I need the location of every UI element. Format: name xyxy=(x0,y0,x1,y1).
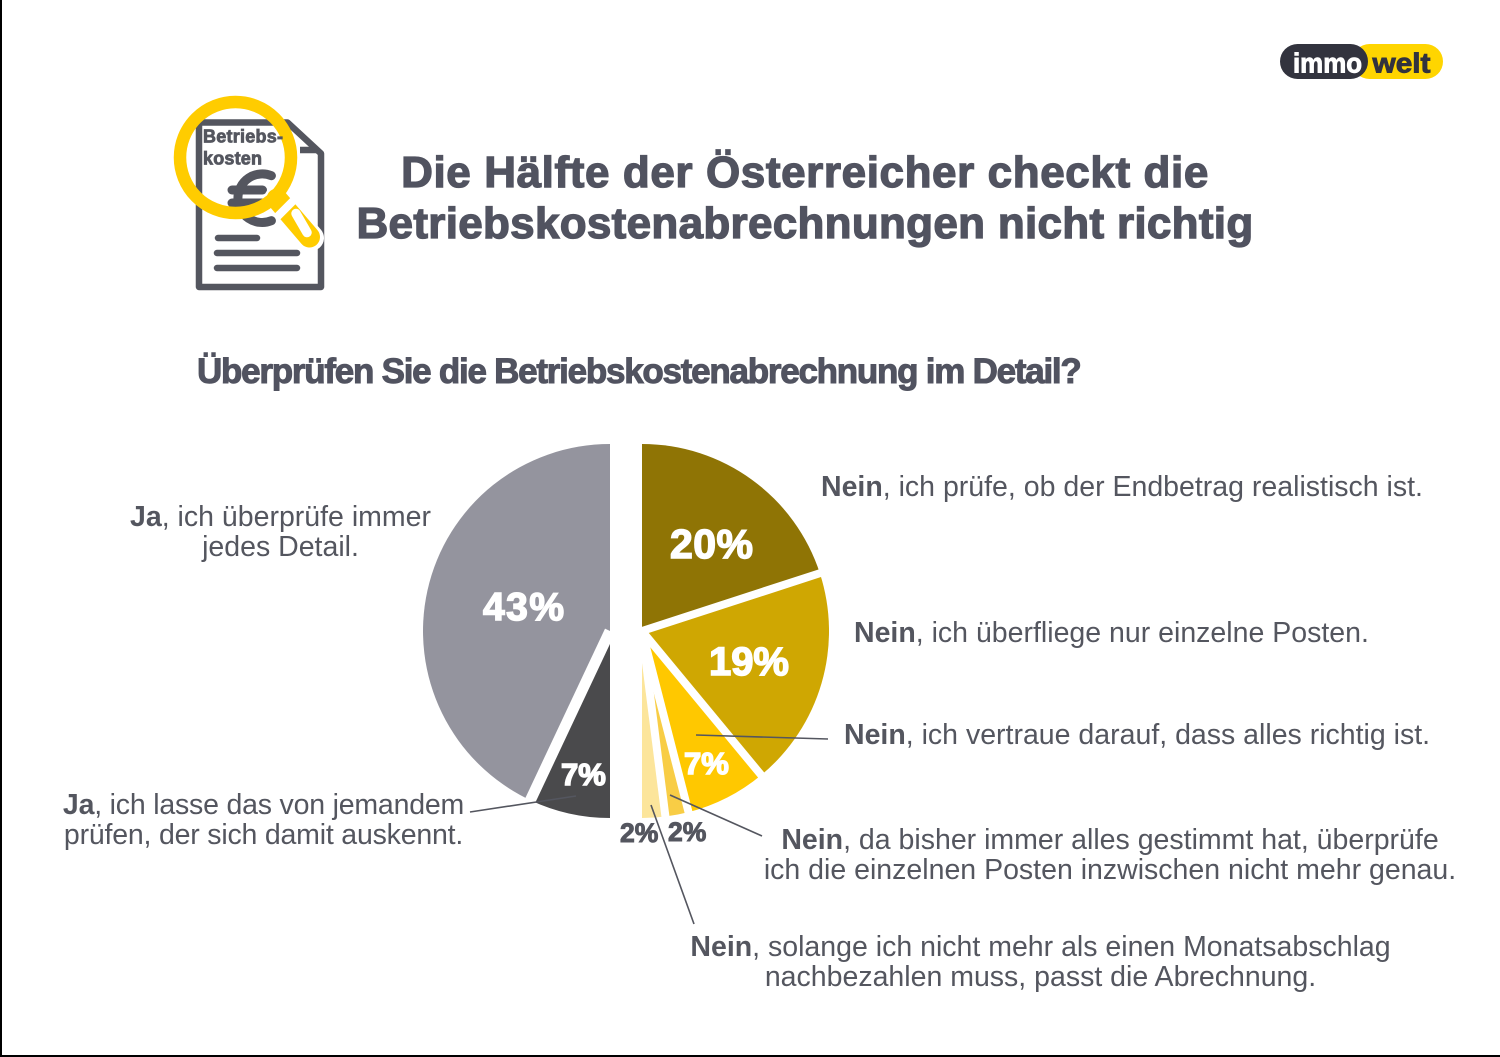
svg-text:7%: 7% xyxy=(684,746,729,781)
svg-text:20%: 20% xyxy=(670,521,753,567)
svg-text:19%: 19% xyxy=(709,640,789,684)
svg-text:Betriebs-: Betriebs- xyxy=(203,127,283,147)
svg-text:2%: 2% xyxy=(668,817,706,847)
svg-text:kosten: kosten xyxy=(203,149,262,169)
svg-text:7%: 7% xyxy=(561,757,606,792)
svg-text:2%: 2% xyxy=(620,818,658,848)
svg-text:welt: welt xyxy=(1371,48,1430,79)
svg-text:43%: 43% xyxy=(483,586,564,629)
svg-text:immo: immo xyxy=(1293,48,1362,79)
